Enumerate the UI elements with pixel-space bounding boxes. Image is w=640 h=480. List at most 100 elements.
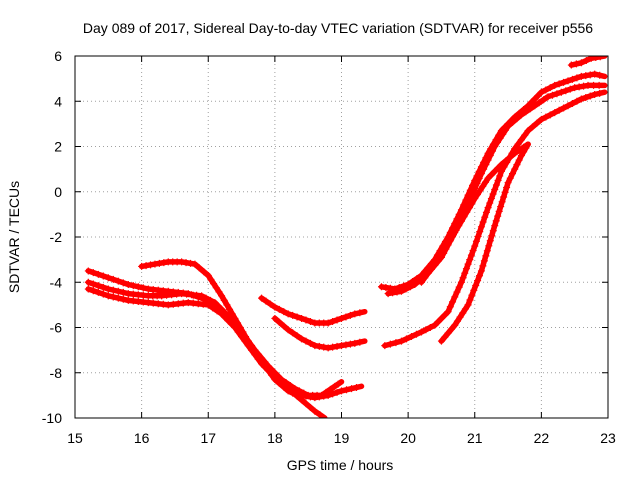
data-point-marker	[489, 190, 497, 198]
data-point-marker	[202, 294, 210, 302]
data-point-marker	[467, 251, 475, 259]
data-point-marker	[542, 113, 550, 121]
data-point-marker	[473, 179, 481, 187]
data-point-marker	[302, 316, 310, 324]
data-point-marker	[99, 272, 107, 280]
data-point-marker	[84, 267, 92, 275]
data-point-marker	[472, 281, 480, 289]
data-point-marker	[346, 311, 354, 319]
data-point-marker	[596, 89, 604, 97]
data-point-marker	[468, 199, 476, 207]
data-point-marker	[568, 100, 576, 108]
data-point-marker	[94, 270, 102, 278]
y-tick-label: -4	[50, 274, 63, 290]
data-point-marker	[500, 193, 508, 201]
data-point-marker	[178, 258, 186, 266]
data-point-marker	[506, 153, 514, 161]
data-point-marker	[488, 232, 496, 240]
data-point-marker	[412, 330, 420, 338]
data-point-marker	[318, 391, 326, 399]
data-point-marker	[591, 90, 599, 98]
data-point-marker	[424, 269, 432, 277]
data-point-marker	[209, 304, 217, 312]
data-point-marker	[389, 289, 397, 297]
data-point-marker	[295, 387, 303, 395]
data-point-marker	[501, 188, 509, 196]
data-point-marker	[446, 303, 454, 311]
data-point-marker	[315, 342, 323, 350]
data-point-marker	[468, 291, 476, 299]
data-point-marker	[551, 81, 559, 89]
data-point-marker	[586, 71, 594, 79]
data-point-marker	[582, 93, 590, 101]
data-point-marker	[191, 260, 199, 268]
x-tick-label: 22	[534, 430, 550, 446]
data-point-marker	[261, 362, 269, 370]
data-point-marker	[104, 292, 112, 300]
y-tick-label: -8	[50, 365, 63, 381]
data-point-marker	[502, 157, 510, 165]
x-tick-label: 16	[134, 430, 150, 446]
data-point-marker	[151, 260, 159, 268]
data-point-marker	[422, 326, 430, 334]
data-point-marker	[342, 341, 350, 349]
data-point-marker	[496, 172, 504, 180]
data-point-marker	[352, 383, 360, 391]
data-point-marker	[407, 333, 415, 341]
data-point-marker	[89, 269, 97, 277]
data-point-marker	[473, 190, 481, 198]
data-point-marker	[195, 264, 203, 272]
series-track-6	[258, 294, 368, 327]
data-point-marker	[431, 321, 439, 329]
data-point-marker	[475, 175, 483, 183]
data-point-marker	[439, 248, 447, 256]
data-point-marker	[210, 280, 218, 288]
data-point-marker	[234, 319, 242, 327]
data-point-marker	[338, 387, 345, 395]
data-point-marker	[275, 305, 283, 313]
data-point-marker	[447, 235, 455, 243]
data-point-marker	[469, 247, 477, 255]
data-point-marker	[351, 310, 359, 318]
data-point-marker	[567, 61, 575, 69]
data-point-marker	[104, 285, 112, 293]
data-point-marker	[302, 337, 310, 345]
data-point-marker	[491, 143, 499, 150]
data-point-marker	[211, 299, 219, 307]
data-point-marker	[289, 329, 297, 337]
data-point-marker	[84, 278, 92, 286]
data-point-marker	[212, 284, 220, 292]
data-point-marker	[280, 308, 288, 316]
data-point-marker	[381, 342, 389, 350]
data-point-marker	[564, 77, 572, 85]
data-point-marker	[526, 105, 534, 113]
data-point-marker	[476, 272, 484, 280]
data-point-marker	[455, 222, 463, 230]
data-point-marker	[311, 407, 319, 415]
data-point-marker	[218, 305, 226, 313]
data-point-marker	[493, 138, 501, 146]
data-point-marker	[293, 332, 301, 340]
data-point-marker	[356, 338, 364, 346]
data-point-marker	[226, 305, 234, 313]
data-point-marker	[280, 322, 288, 330]
data-point-marker	[568, 75, 576, 83]
data-point-marker	[384, 290, 392, 298]
data-point-marker	[392, 339, 400, 347]
series-track-13	[567, 56, 608, 69]
data-point-marker	[342, 386, 350, 394]
data-point-marker	[575, 83, 583, 91]
data-point-marker	[444, 329, 452, 337]
data-point-marker	[275, 318, 283, 326]
data-point-marker	[465, 204, 473, 212]
data-point-marker	[138, 262, 146, 270]
data-point-marker	[486, 152, 494, 160]
data-point-marker	[431, 260, 439, 268]
y-axis-label: SDTVAR / TECUs	[6, 181, 22, 293]
data-point-marker	[497, 167, 505, 175]
data-point-marker	[262, 297, 270, 305]
data-point-marker	[434, 318, 442, 326]
data-point-marker	[494, 212, 502, 220]
data-point-marker	[504, 179, 512, 187]
